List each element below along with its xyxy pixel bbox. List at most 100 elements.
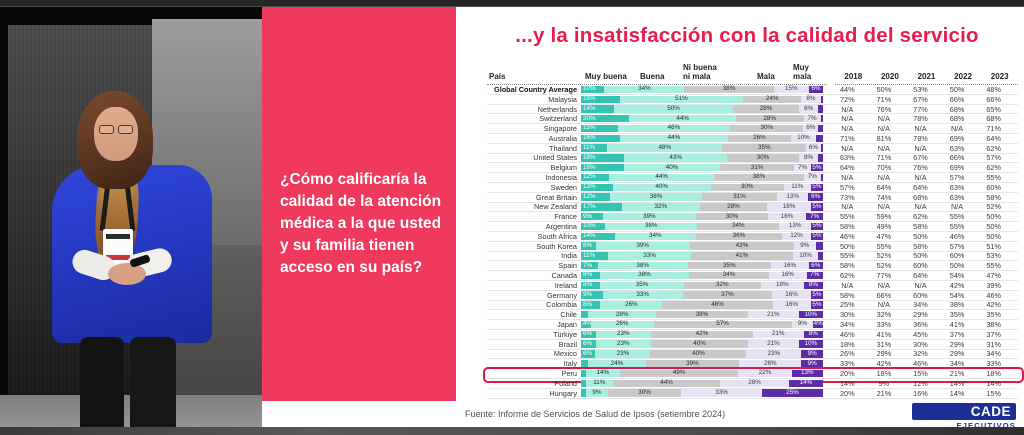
bar-segment-ni-buena-ni-mala: 28% [735,115,804,123]
country-label: Singapore [543,124,577,134]
bar-segment-mala: 11% [783,183,811,192]
bar-segment-ni-buena-ni-mala: 40% [651,340,748,348]
bar-segment-mala: 18% [760,281,804,290]
table-row: Global Country Average 10% 34% 38% 15% 6% 44% 5… [487,85,1018,95]
table-row: Brazil 6% 23% 40% 21% 10% 18% 31% 30% 29% 31% [487,340,1018,350]
year-value: 14% [839,378,855,388]
bar-segment-muy-mala [815,242,823,250]
bar-segment-mala: 7% [794,164,811,172]
stacked-bar: 20% 44% 28% 7% [581,115,823,123]
bar-segment-muy-buena: 8% [581,281,601,290]
stacked-bar: 8% 26% 46% 16% 5% [581,300,823,309]
country-label: South Korea [536,241,577,251]
year-value: 30% [839,310,855,320]
year-value: 14% [986,378,1001,388]
table-row: Germany 9% 33% 37% 16% 5% 58% 66% 60% 54% 46% [487,291,1018,301]
year-values: N/A N/A 78% 68% 68% [829,114,1012,123]
column-header-buena: Buena [640,72,665,81]
year-values: 57% 64% 64% 63% 60% [829,183,1012,192]
stacked-bar: 6% 39% 43% 9% [581,242,823,250]
bar-segment-ni-buena-ni-mala: 31% [701,193,777,201]
year-value: N/A [877,300,890,310]
year-values: 44% 50% 53% 50% 48% [829,85,1012,94]
country-label: Sweden [550,182,577,192]
chart-title: ...y la insatisfacción con la calidad de… [515,24,979,47]
bar-segment-ni-buena-ni-mala: 40% [650,350,747,358]
bar-segment-muy-buena: 4% [581,320,593,329]
year-value: 62% [986,143,1001,153]
table-row: Ireland 8% 35% 32% 18% 8% N/A N/A N/A 42% 39% [487,281,1018,291]
bar-segment-muy-mala [820,173,823,182]
bar-segment-muy-buena: 14% [581,105,615,113]
bar-segment-muy-buena: 18% [581,154,625,162]
stacked-bar: 7% 38% 35% 16% 6% [581,262,823,270]
bar-segment-mala: 28% [720,379,789,387]
stacked-bar: 16% 44% 26% 10% [581,134,823,143]
bar-segment-mala: 7% [804,174,821,182]
bar-segment-mala: 13% [777,193,809,201]
bar-segment-mala: 8% [799,154,819,162]
bar-segment-muy-buena: 6% [581,330,596,339]
survey-question: ¿Cómo calificaría la calidad de la atenc… [280,171,442,276]
year-values: 30% 32% 29% 35% 35% [829,310,1012,319]
bar-segment-buena: 38% [599,272,690,280]
bar-segment-mala: 9% [791,321,814,329]
bar-segment-muy-mala: 5% [810,183,823,192]
source-note: Fuente: Informe de Servicios de Salud de… [465,409,726,419]
stacked-bar: 16% 51% 24% 8% [581,95,823,103]
speaker-face [94,107,138,161]
country-label: Türkiye [553,329,577,339]
stacked-bar: 14% 34% 36% 12% 5% [581,232,823,241]
year-value: N/A [914,143,927,153]
table-row: Thailand 11% 48% 35% 6% N/A N/A N/A 63% 62% [487,144,1018,154]
bar-segment-mala: 8% [799,105,819,113]
year-value: N/A [877,124,890,134]
year-value: 49% [876,222,892,232]
year-value: 31% [986,339,1001,349]
bar-segment-buena: 33% [608,252,691,260]
country-label: Brazil [558,339,577,349]
stacked-bar: 4% 26% 57% 9% 4% [581,320,823,329]
cade-logo-subtitle: EJECUTIVOS [956,421,1016,430]
year-value: 46% [949,231,965,241]
bar-segment-muy-mala: 5% [810,222,823,231]
column-header-year: 2021 [917,72,936,81]
year-value: 64% [839,163,855,173]
table-row: Spain 7% 38% 35% 16% 6% 58% 52% 60% 50% 55% [487,261,1018,272]
year-value: N/A [950,124,964,134]
column-header-year: 2020 [880,72,899,81]
bar-segment-mala: 15% [773,85,809,94]
country-label: Australia [548,133,577,143]
bar-segment-muy-buena: 10% [581,223,606,231]
country-label: New Zealand [534,202,577,212]
country-label: Netherlands [537,104,577,114]
speaker-hands [108,263,146,285]
year-value: 55% [986,261,1001,271]
bar-segment-muy-mala: 5% [810,300,823,309]
bar-segment-buena: 9% [585,389,608,397]
bar-segment-muy-mala: 6% [808,193,823,201]
year-values: 20% 21% 16% 14% 15% [829,389,1012,398]
bar-segment-mala: 7% [803,115,821,123]
bar-segment-muy-mala: 10% [798,340,823,348]
year-value: 29% [949,339,965,349]
year-value: 57% [949,241,965,251]
table-row: Belgium 18% 40% 31% 7% 5% 64% 70% 76% 69% 62% [487,163,1018,174]
year-value: 53% [913,84,928,94]
speaker-leg [80,337,124,427]
year-value: 46% [913,359,928,369]
year-value: 51% [986,241,1001,251]
year-value: 71% [876,153,892,163]
year-value: 50% [839,241,855,251]
stacked-bar: 10% 34% 38% 15% 6% [581,85,823,94]
year-value: 66% [986,94,1001,104]
year-value: 20% [839,388,855,398]
year-value: 44% [839,84,855,94]
bar-segment-buena: 35% [600,281,685,290]
bar-segment-buena: 51% [619,95,744,103]
year-value: N/A [841,143,854,153]
stacked-bar: 9% 39% 30% 16% 7% [581,213,823,221]
year-value: 68% [913,192,928,202]
year-value: 45% [913,329,928,339]
year-value: 33% [876,320,892,330]
